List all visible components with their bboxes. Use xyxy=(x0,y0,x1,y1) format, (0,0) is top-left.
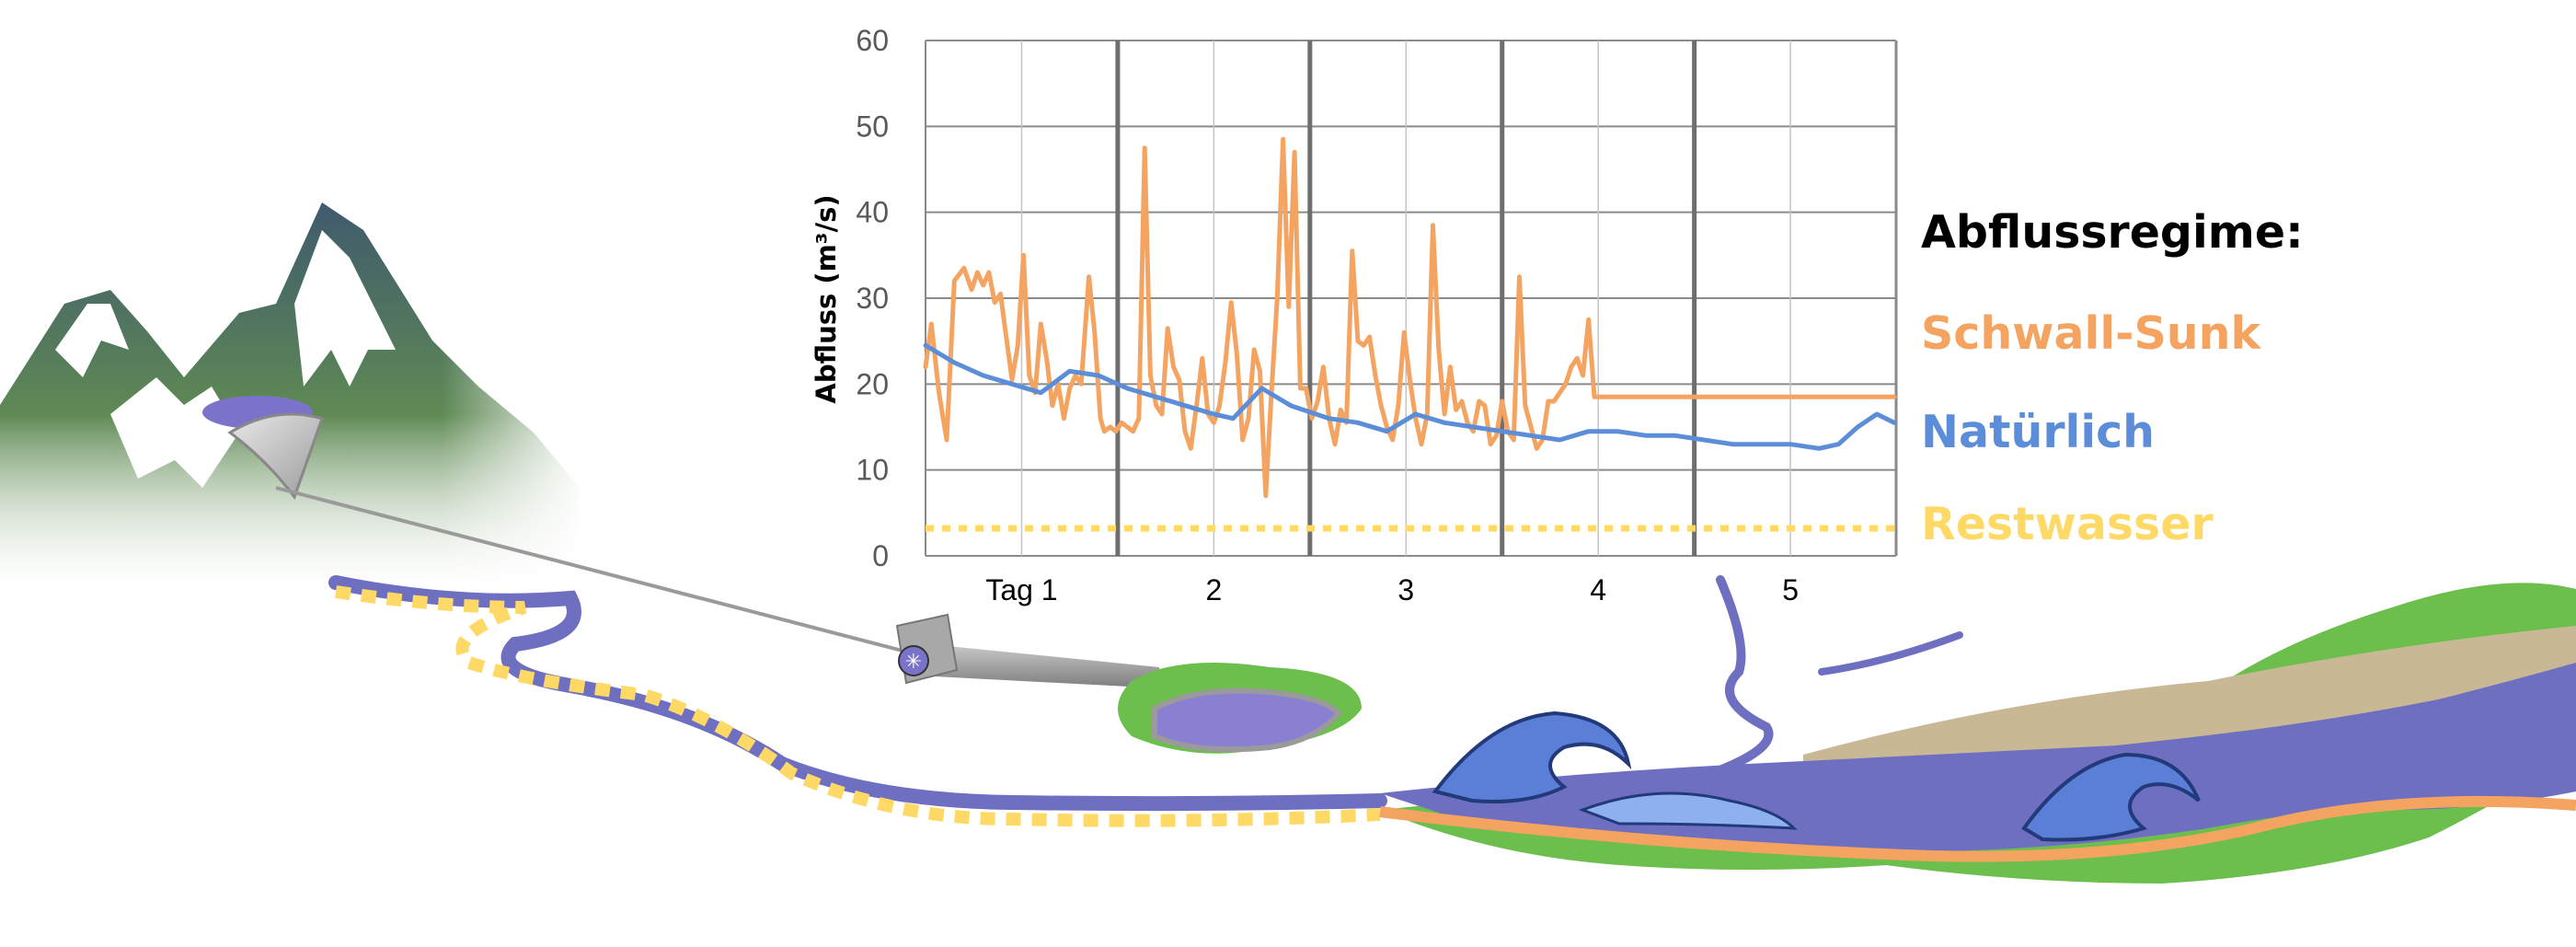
wave-icon-left xyxy=(1432,710,1798,830)
y-tick-label: 50 xyxy=(856,110,889,143)
dam-icon xyxy=(202,396,324,501)
chart-axes: 0 10 20 30 40 50 60 Tag 1 2 3 4 5 xyxy=(856,24,1799,606)
y-tick-label: 10 xyxy=(856,454,889,487)
svg-text:✳: ✳ xyxy=(905,651,922,674)
legend-item-restwasser: Restwasser xyxy=(1921,498,2214,550)
y-tick-label: 0 xyxy=(872,539,889,572)
powerhouse-icon: ✳ xyxy=(895,613,1164,688)
series-line-schwall-sunk xyxy=(923,136,1897,499)
penstock-line xyxy=(275,486,921,657)
y-axis-label: Abfluss (m³/s) xyxy=(811,194,842,403)
legend-item-schwall-sunk: Schwall-Sunk xyxy=(1921,307,2261,360)
legend-item-natuerlich: Natürlich xyxy=(1921,406,2156,458)
y-tick-label: 20 xyxy=(856,367,889,400)
x-tick-label: 2 xyxy=(1205,573,1222,606)
x-tick-label: 5 xyxy=(1782,573,1799,606)
y-tick-label: 60 xyxy=(856,24,889,57)
y-tick-label: 40 xyxy=(856,196,889,229)
discharge-chart: 0 10 20 30 40 50 60 Tag 1 2 3 4 5 Abfluss (m³/s) xyxy=(811,24,1898,606)
x-tick-label: 4 xyxy=(1590,573,1606,606)
x-tick-label: 3 xyxy=(1397,573,1414,606)
wave-icon-right xyxy=(2021,752,2201,842)
x-tick-label: Tag 1 xyxy=(985,573,1057,606)
tributary-stream xyxy=(1651,575,1774,796)
tributary-upper xyxy=(1818,631,1963,676)
chart-series xyxy=(923,136,1897,532)
chart-grid xyxy=(925,40,1898,557)
surge-basin-icon xyxy=(1118,663,1362,754)
residual-flow-line xyxy=(334,585,1381,827)
y-tick-label: 30 xyxy=(856,282,889,315)
legend-title: Abflussregime: xyxy=(1921,206,2304,259)
series-line-nat-rlich xyxy=(923,342,1897,451)
natural-river-upper xyxy=(328,575,1387,812)
